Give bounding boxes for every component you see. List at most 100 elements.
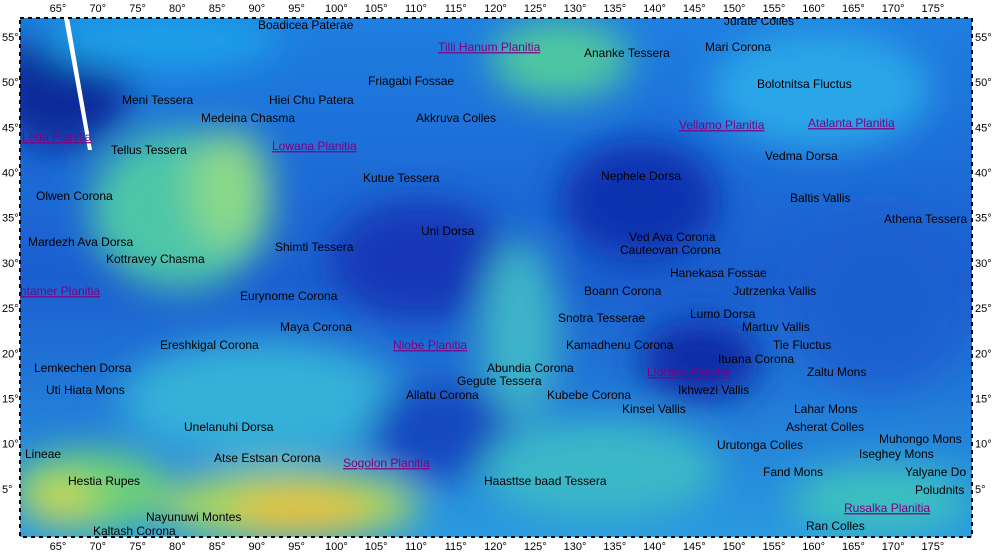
planitia-link[interactable]: htamer Planitia: [20, 284, 100, 298]
longitude-label: 140°: [643, 3, 666, 15]
feature-label: Mardezh Ava Dorsa: [28, 235, 133, 249]
longitude-label: 65°: [50, 3, 67, 15]
latitude-label: 55°: [975, 32, 992, 44]
latitude-label: 5°: [2, 484, 13, 496]
longitude-label: 145°: [683, 3, 706, 15]
feature-label: Yalyane Do: [905, 465, 966, 479]
latitude-label: 45°: [975, 122, 992, 134]
feature-label: Hanekasa Fossae: [670, 266, 767, 280]
latitude-label: 15°: [975, 394, 992, 406]
feature-label: Asherat Colles: [786, 420, 864, 434]
latitude-label: 50°: [2, 77, 19, 89]
feature-label: Lemkechen Dorsa: [34, 361, 132, 375]
longitude-label: 80°: [169, 3, 186, 15]
feature-label: Tellus Tessera: [111, 143, 187, 157]
latitude-label: 35°: [975, 213, 992, 225]
feature-label: Bolotnitsa Fluctus: [757, 77, 852, 91]
latitude-label: 10°: [2, 439, 19, 451]
feature-label: Lineae: [25, 447, 61, 461]
feature-label: Lahar Mons: [794, 402, 857, 416]
planitia-link[interactable]: Niobe Planitia: [393, 338, 467, 352]
longitude-label: 120°: [484, 541, 507, 553]
longitude-label: 105°: [365, 3, 388, 15]
planitia-link[interactable]: Vellamo Planitia: [679, 118, 765, 132]
longitude-label: 160°: [802, 3, 825, 15]
feature-label: Boadicea Paterae: [258, 18, 354, 32]
feature-label: Jutrzenka Vallis: [733, 284, 816, 298]
planitia-link[interactable]: Tilli Hanum Planitia: [438, 40, 541, 54]
longitude-label: 170°: [882, 3, 905, 15]
longitude-label: 135°: [603, 3, 626, 15]
feature-label: Vedma Dorsa: [765, 149, 838, 163]
planitia-link[interactable]: Lowana Planitia: [272, 139, 357, 153]
feature-label: Zaltu Mons: [807, 365, 866, 379]
latitude-label: 15°: [2, 394, 19, 406]
longitude-label: 110°: [405, 3, 427, 15]
feature-label: Ereshkigal Corona: [160, 338, 259, 352]
planitia-link[interactable]: Atalanta Planitia: [808, 116, 895, 130]
longitude-label: 115°: [445, 541, 467, 553]
feature-label: Kottravey Chasma: [106, 252, 205, 266]
longitude-label: 75°: [129, 541, 146, 553]
feature-label: Eurynome Corona: [240, 289, 338, 303]
latitude-label: 55°: [2, 32, 19, 44]
feature-label: Ituana Corona: [718, 352, 794, 366]
latitude-label: 35°: [2, 213, 19, 225]
longitude-label: 100°: [325, 3, 348, 15]
longitude-label: 160°: [802, 541, 825, 553]
longitude-label: 175°: [922, 3, 945, 15]
longitude-label: 130°: [564, 3, 587, 15]
feature-label: Ikhwezi Vallis: [678, 383, 749, 397]
feature-label: Ananke Tessera: [584, 46, 670, 60]
feature-label: Ved Ava Corona: [629, 230, 716, 244]
longitude-label: 110°: [405, 541, 427, 553]
feature-label: Abundia Corona: [487, 361, 574, 375]
latitude-label: 30°: [2, 258, 19, 270]
longitude-label: 65°: [50, 541, 67, 553]
feature-label: Shimti Tessera: [275, 240, 354, 254]
feature-label: Unelanuhi Dorsa: [184, 420, 274, 434]
longitude-label: 90°: [249, 3, 266, 15]
feature-label: Cauteovan Corona: [620, 243, 721, 257]
terrain: [20, 18, 972, 537]
feature-label: Mari Corona: [705, 40, 771, 54]
longitude-label: 165°: [842, 541, 865, 553]
longitude-label: 165°: [842, 3, 865, 15]
longitude-label: 85°: [209, 3, 226, 15]
feature-label: Tie Fluctus: [773, 338, 831, 352]
latitude-label: 10°: [975, 439, 992, 451]
longitude-label: 150°: [723, 541, 746, 553]
planitia-link[interactable]: Llorona Planitia: [647, 365, 730, 379]
feature-label: Kubebe Corona: [547, 388, 631, 402]
longitude-label: 120°: [484, 3, 507, 15]
planitia-link[interactable]: Leda Planitia: [22, 130, 92, 144]
longitude-label: 70°: [89, 3, 106, 15]
feature-label: Friagabi Fossae: [368, 74, 454, 88]
feature-label: Jurate Colles: [724, 14, 794, 28]
longitude-label: 150°: [723, 3, 746, 15]
longitude-label: 75°: [129, 3, 146, 15]
feature-label: Kamadhenu Corona: [566, 338, 674, 352]
latitude-label: 50°: [975, 77, 992, 89]
longitude-label: 145°: [683, 541, 706, 553]
latitude-label: 25°: [975, 303, 992, 315]
longitude-label: 135°: [603, 541, 626, 553]
latitude-label: 45°: [2, 122, 19, 134]
feature-label: Allatu Corona: [406, 388, 479, 402]
feature-label: Fand Mons: [763, 465, 823, 479]
longitude-label: 155°: [762, 3, 785, 15]
feature-label: Kinsei Vallis: [622, 402, 686, 416]
longitude-label: 80°: [169, 541, 186, 553]
longitude-label: 130°: [564, 541, 587, 553]
planitia-link[interactable]: Rusalka Planitia: [844, 501, 930, 515]
map-frame: [19, 17, 973, 538]
longitude-label: 105°: [365, 541, 388, 553]
feature-label: Martuv Vallis: [742, 320, 810, 334]
longitude-label: 140°: [643, 541, 666, 553]
feature-label: Hestia Rupes: [68, 474, 140, 488]
planitia-link[interactable]: Sogolon Planitia: [343, 456, 430, 470]
longitude-label: 85°: [209, 541, 226, 553]
latitude-label: 30°: [975, 258, 992, 270]
feature-label: Snotra Tesserae: [558, 311, 645, 325]
